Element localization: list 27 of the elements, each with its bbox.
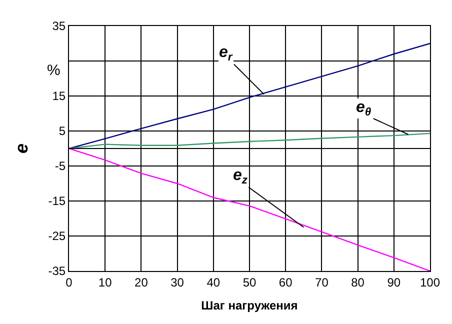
- text: %: [47, 62, 60, 79]
- annotation: e$_{z}$: [233, 167, 248, 186]
- x-tick-label: 100: [420, 275, 440, 290]
- x-tick-label: 70: [315, 275, 329, 290]
- y-tick-label: 5: [58, 124, 66, 138]
- x-tick-label: 30: [170, 275, 184, 290]
- y-tick-label: -25: [48, 229, 66, 244]
- y-tick-label: -15: [48, 194, 66, 208]
- line-series: [69, 148, 430, 271]
- y-tick-label: 15: [52, 89, 66, 104]
- line-series: [69, 42, 430, 150]
- x-tick-label: 50: [242, 275, 256, 290]
- y-axis-title: e: [11, 143, 32, 154]
- x-axis-title: Шаг нагружения: [201, 298, 298, 312]
- x-tick-label: 10: [98, 275, 112, 290]
- y-tick-label: 35: [52, 19, 66, 34]
- x-tick-label: 90: [387, 275, 401, 290]
- x-tick-label: 80: [351, 275, 365, 290]
- x-tick-label: 20: [134, 275, 148, 290]
- y-tick-label: -35: [48, 264, 66, 278]
- annotation: e$_{r}$: [219, 44, 233, 64]
- x-tick-label: 40: [206, 275, 220, 290]
- annotation: e$_{θ}$: [356, 99, 372, 118]
- y-tick-label: -5: [54, 159, 66, 174]
- x-tick-label: 0: [66, 275, 73, 290]
- x-tick-label: 60: [278, 275, 293, 290]
- line-series: [69, 132, 430, 150]
